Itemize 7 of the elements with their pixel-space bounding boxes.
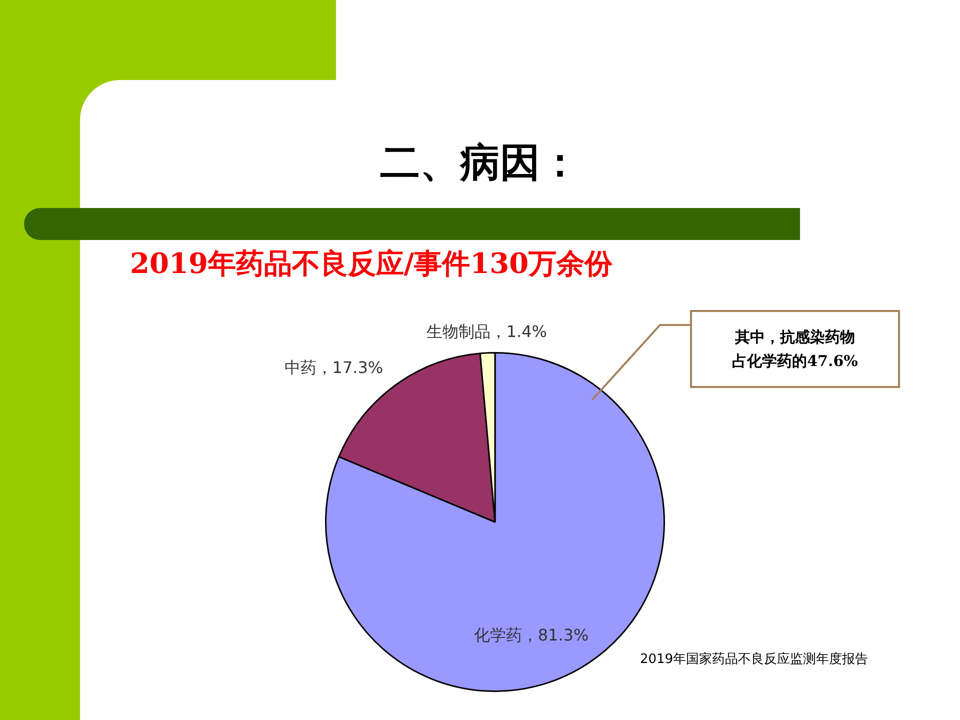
text: 其中，抗感染药物占化学药的47.6% <box>690 310 900 388</box>
text: 2019年国家药品不良反应监测年度报告 <box>640 651 868 668</box>
slice-label: 生物制品，1.4% <box>426 322 547 341</box>
slice-label: 中药，17.3% <box>284 358 384 378</box>
chart-title: 二、病因： <box>379 139 581 188</box>
chart-subtitle: 2019年药品不良反应/事件130万余份 <box>130 246 613 282</box>
slice-label: 化学药，81.3% <box>474 626 589 645</box>
